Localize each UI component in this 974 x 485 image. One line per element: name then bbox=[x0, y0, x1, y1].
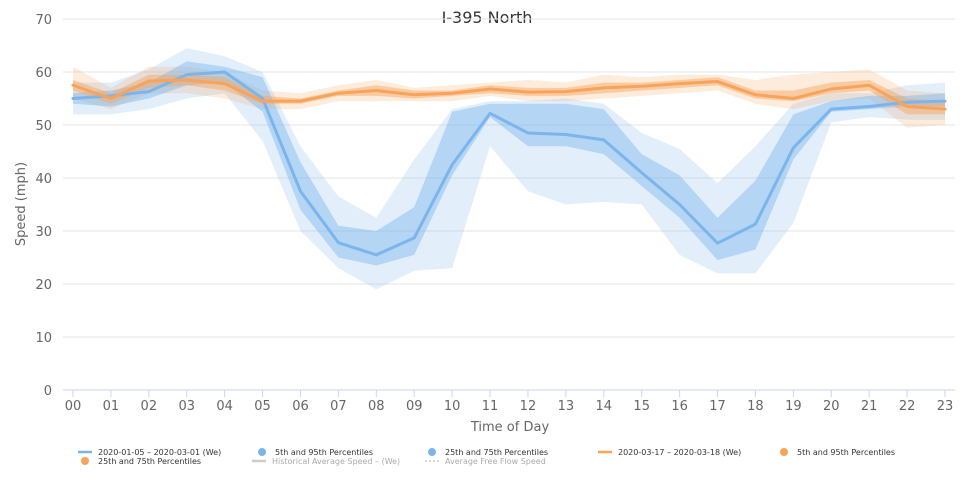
legend-item[interactable]: 25th and 75th Percentiles bbox=[81, 457, 201, 466]
y-tick-label: 0 bbox=[44, 384, 52, 399]
legend-dot-symbol bbox=[780, 448, 788, 456]
legend-label: 25th and 75th Percentiles bbox=[445, 448, 548, 457]
y-tick-label: 60 bbox=[35, 66, 52, 81]
x-tick-label: 10 bbox=[444, 399, 461, 414]
y-tick-label: 10 bbox=[35, 331, 52, 346]
legend-dot-symbol bbox=[258, 448, 266, 456]
legend-dot-symbol bbox=[81, 457, 89, 465]
legend: 2020-01-05 – 2020-03-01 (We) 5th and 95th… bbox=[78, 448, 895, 466]
legend-label: 2020-01-05 – 2020-03-01 (We) bbox=[98, 448, 221, 457]
x-tick-label: 06 bbox=[292, 399, 309, 414]
x-tick-label: 11 bbox=[482, 399, 499, 414]
x-tick-label: 19 bbox=[785, 399, 802, 414]
band-5-95-series-1 bbox=[73, 48, 945, 290]
y-axis-title: Speed (mph) bbox=[14, 162, 29, 246]
legend-item[interactable]: 25th and 75th Percentiles bbox=[428, 448, 548, 457]
legend-item[interactable]: 2020-03-17 – 2020-03-18 (We) bbox=[598, 448, 741, 457]
x-tick-label: 04 bbox=[216, 399, 233, 414]
legend-item[interactable]: 5th and 95th Percentiles bbox=[258, 448, 373, 457]
x-axis-title: Time of Day bbox=[470, 420, 550, 435]
legend-item[interactable]: Historical Average Speed – (We) bbox=[252, 457, 400, 466]
legend-item[interactable]: 5th and 95th Percentiles bbox=[780, 448, 895, 457]
x-tick-label: 23 bbox=[937, 399, 954, 414]
series-line-1[interactable] bbox=[71, 70, 947, 257]
x-tick-label: 14 bbox=[596, 399, 613, 414]
legend-label: Average Free Flow Speed bbox=[445, 457, 546, 466]
x-tick-label: 13 bbox=[558, 399, 575, 414]
band-25-75-series-1 bbox=[73, 61, 945, 266]
legend-label: 5th and 95th Percentiles bbox=[797, 448, 895, 457]
percentile-bands bbox=[73, 48, 945, 290]
y-tick-label: 50 bbox=[35, 119, 52, 134]
series-lines bbox=[71, 70, 947, 257]
x-tick-label: 15 bbox=[633, 399, 650, 414]
y-tick-label: 30 bbox=[35, 225, 52, 240]
x-tick-label: 09 bbox=[406, 399, 423, 414]
x-tick-label: 00 bbox=[65, 399, 82, 414]
legend-label: 25th and 75th Percentiles bbox=[98, 457, 201, 466]
x-tick-label: 08 bbox=[368, 399, 385, 414]
x-tick-label: 07 bbox=[330, 399, 347, 414]
legend-item[interactable]: Average Free Flow Speed bbox=[425, 457, 546, 466]
x-tick-label: 03 bbox=[178, 399, 195, 414]
x-tick-label: 12 bbox=[520, 399, 537, 414]
legend-dot-symbol bbox=[428, 448, 436, 456]
y-tick-label: 40 bbox=[35, 172, 52, 187]
y-axis: 0 10 20 30 40 50 60 70 bbox=[35, 13, 52, 399]
band-5-95-series-2 bbox=[73, 66, 945, 128]
legend-label: 2020-03-17 – 2020-03-18 (We) bbox=[618, 448, 741, 457]
x-tick-label: 05 bbox=[254, 399, 271, 414]
x-tick-label: 21 bbox=[861, 399, 878, 414]
legend-item[interactable]: 2020-01-05 – 2020-03-01 (We) bbox=[78, 448, 221, 457]
x-tick-label: 22 bbox=[899, 399, 916, 414]
x-tick-label: 17 bbox=[709, 399, 726, 414]
x-tick-label: 01 bbox=[103, 399, 120, 414]
x-tick-label: 02 bbox=[141, 399, 158, 414]
legend-label: Historical Average Speed – (We) bbox=[272, 457, 400, 466]
series-line-2[interactable] bbox=[71, 78, 947, 111]
y-tick-label: 20 bbox=[35, 278, 52, 293]
y-tick-label: 70 bbox=[35, 13, 52, 28]
x-tick-label: 16 bbox=[671, 399, 688, 414]
x-tick-label: 20 bbox=[823, 399, 840, 414]
chart-title: I-395 North bbox=[442, 8, 533, 27]
x-tick-label: 18 bbox=[747, 399, 764, 414]
x-axis: 00 01 02 03 04 05 06 07 08 09 10 11 12 13 14 15 16 17 18 19… bbox=[65, 390, 954, 414]
legend-label: 5th and 95th Percentiles bbox=[275, 448, 373, 457]
